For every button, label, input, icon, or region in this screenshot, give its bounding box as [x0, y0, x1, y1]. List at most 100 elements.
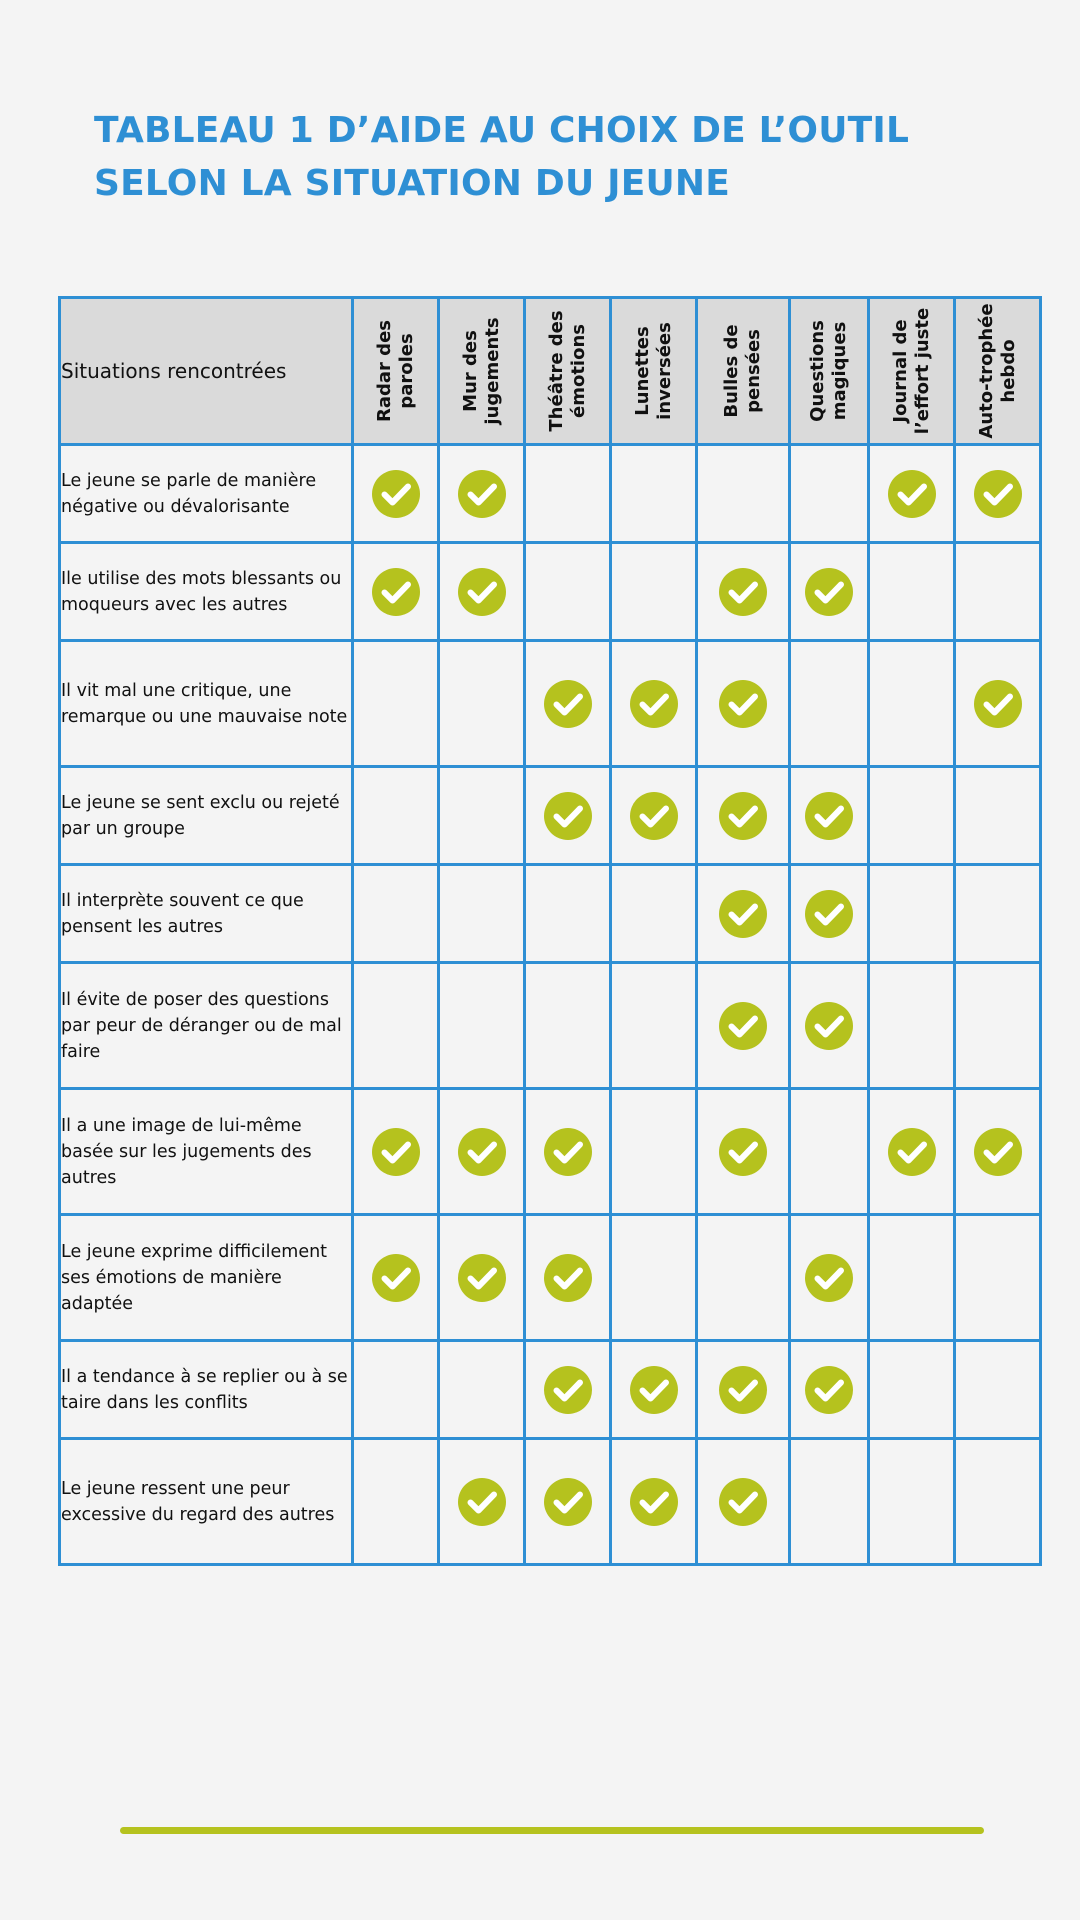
check-cell: [523, 639, 612, 768]
check-cell: [788, 1213, 870, 1342]
check-cell: [609, 541, 698, 642]
check-circle-icon: [719, 1127, 767, 1176]
check-cell: [867, 1087, 956, 1216]
check-circle-icon: [371, 1127, 420, 1176]
check-cell: [695, 1213, 791, 1342]
check-cell: [609, 765, 698, 866]
table-row: Le jeune exprime difficilement ses émoti…: [58, 1213, 1042, 1342]
check-cell: [788, 961, 870, 1090]
column-header-label: Auto-trophée hebdo: [975, 303, 1019, 439]
header-row: Situations rencontrées Radar des paroles…: [58, 296, 1042, 446]
check-cell: [609, 443, 698, 544]
title-line-1: TABLEAU 1 D’AIDE AU CHOIX DE L’OUTIL: [94, 110, 910, 151]
check-cell: [523, 961, 612, 1090]
situation-cell: Il interprète souvent ce que pensent les…: [58, 863, 354, 964]
check-cell: [953, 961, 1042, 1090]
column-header-tool: Bulles de pensées: [695, 296, 791, 446]
check-circle-icon: [457, 567, 506, 616]
column-header-tool: Journal de l’effort juste: [867, 296, 956, 446]
check-cell: [695, 541, 791, 642]
check-circle-icon: [805, 889, 853, 938]
check-cell: [351, 1087, 440, 1216]
check-cell: [953, 541, 1042, 642]
check-cell: [523, 1339, 612, 1440]
check-circle-icon: [543, 679, 592, 728]
check-cell: [351, 765, 440, 866]
column-header-label: Théâtre des émotions: [545, 310, 589, 432]
check-circle-icon: [805, 567, 853, 616]
check-cell: [695, 765, 791, 866]
column-header-tool: Questions magiques: [788, 296, 870, 446]
check-cell: [523, 1213, 612, 1342]
column-header-label: Journal de l’effort juste: [889, 307, 933, 435]
table-row: Il évite de poser des questions par peur…: [58, 961, 1042, 1090]
table-row: Il a tendance à se replier ou à se taire…: [58, 1339, 1042, 1440]
check-cell: [788, 443, 870, 544]
page-title: TABLEAU 1 D’AIDE AU CHOIX DE L’OUTIL SEL…: [94, 104, 994, 210]
check-cell: [609, 863, 698, 964]
check-cell: [437, 541, 526, 642]
check-cell: [867, 1339, 956, 1440]
check-circle-icon: [371, 1253, 420, 1302]
check-cell: [788, 1087, 870, 1216]
check-circle-icon: [371, 567, 420, 616]
check-circle-icon: [805, 1365, 853, 1414]
check-cell: [788, 765, 870, 866]
check-circle-icon: [887, 1127, 936, 1176]
check-cell: [953, 863, 1042, 964]
check-cell: [437, 1213, 526, 1342]
title-line-2: SELON LA SITUATION DU JEUNE: [94, 163, 731, 204]
situation-cell: Il a tendance à se replier ou à se taire…: [58, 1339, 354, 1440]
check-cell: [351, 1339, 440, 1440]
column-header-label: Radar des paroles: [373, 320, 417, 422]
check-circle-icon: [719, 1001, 767, 1050]
situation-cell: Le jeune exprime difficilement ses émoti…: [58, 1213, 354, 1342]
check-circle-icon: [887, 469, 936, 518]
check-cell: [788, 1437, 870, 1566]
check-cell: [867, 863, 956, 964]
check-cell: [867, 443, 956, 544]
check-cell: [695, 961, 791, 1090]
situation-cell: Le jeune ressent une peur excessive du r…: [58, 1437, 354, 1566]
check-cell: [953, 639, 1042, 768]
check-cell: [788, 541, 870, 642]
check-circle-icon: [973, 1127, 1022, 1176]
check-cell: [788, 1339, 870, 1440]
check-circle-icon: [973, 469, 1022, 518]
column-header-tool: Auto-trophée hebdo: [953, 296, 1042, 446]
situation-cell: Il a une image de lui-même basée sur les…: [58, 1087, 354, 1216]
check-cell: [695, 443, 791, 544]
check-cell: [695, 863, 791, 964]
situation-cell: Le jeune se sent exclu ou rejeté par un …: [58, 765, 354, 866]
check-cell: [867, 1437, 956, 1566]
table-row: Il interprète souvent ce que pensent les…: [58, 863, 1042, 964]
check-circle-icon: [719, 791, 767, 840]
table-row: Le jeune ressent une peur excessive du r…: [58, 1437, 1042, 1566]
check-cell: [351, 639, 440, 768]
check-cell: [523, 765, 612, 866]
column-header-tool: Théâtre des émotions: [523, 296, 612, 446]
check-cell: [609, 1339, 698, 1440]
check-cell: [867, 639, 956, 768]
column-header-label: Questions magiques: [807, 320, 850, 422]
table-row: Ile utilise des mots blessants ou moqueu…: [58, 541, 1042, 642]
column-header-tool: Mur des jugements: [437, 296, 526, 446]
check-circle-icon: [629, 679, 678, 728]
check-cell: [953, 1213, 1042, 1342]
footer-divider: [120, 1827, 984, 1834]
check-cell: [953, 1437, 1042, 1566]
table-row: Le jeune se parle de manière négative ou…: [58, 443, 1042, 544]
check-circle-icon: [805, 1253, 853, 1302]
situation-cell: Ile utilise des mots blessants ou moqueu…: [58, 541, 354, 642]
check-cell: [351, 1437, 440, 1566]
column-header-situations: Situations rencontrées: [58, 296, 354, 446]
column-header-tool: Radar des paroles: [351, 296, 440, 446]
check-cell: [523, 443, 612, 544]
check-cell: [437, 1437, 526, 1566]
column-header-label: Lunettes inversées: [631, 322, 675, 420]
check-cell: [867, 765, 956, 866]
check-cell: [351, 961, 440, 1090]
check-cell: [437, 961, 526, 1090]
check-circle-icon: [719, 567, 767, 616]
check-cell: [351, 541, 440, 642]
